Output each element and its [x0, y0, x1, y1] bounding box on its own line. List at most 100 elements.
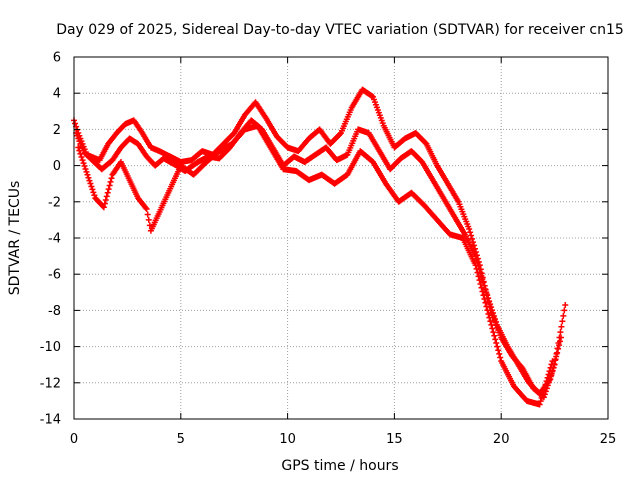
data-point-interp	[468, 232, 475, 239]
data-point	[472, 262, 479, 269]
data-point-interp	[101, 200, 108, 207]
data-point-interp	[473, 265, 480, 272]
data-point	[485, 311, 492, 318]
axes: 0 5 10 15 20 25 -14 -12 -10 -8 -6 -4 -2 0 2 4 6	[40, 51, 617, 448]
data-point-interp	[107, 178, 114, 185]
data-point-interp	[77, 150, 84, 157]
data-point-interp	[492, 318, 499, 325]
grid-lines	[74, 57, 608, 419]
data-point	[100, 204, 107, 211]
data-point-interp	[485, 295, 492, 302]
data-point-interp	[469, 235, 476, 242]
data-point-interp	[554, 349, 561, 356]
data-point-interp	[497, 354, 504, 361]
data-point-interp	[538, 394, 545, 401]
data-point-interp	[104, 189, 111, 196]
data-point-interp	[487, 301, 494, 308]
data-point-interp	[495, 347, 502, 354]
y-tick-label: -2	[48, 195, 61, 210]
y-tick-label: -14	[40, 413, 61, 428]
data-point-interp	[80, 160, 87, 167]
data-point-interp	[483, 303, 490, 310]
data-point-interp	[559, 318, 566, 325]
x-tick-label: 15	[386, 432, 403, 447]
data-point	[466, 225, 473, 232]
x-tick-label: 25	[600, 432, 617, 447]
data-point-interp	[547, 364, 554, 371]
data-point-interp	[555, 345, 562, 352]
data-point-interp	[87, 180, 94, 187]
data-point-interp	[477, 280, 484, 287]
data-point-interp	[108, 175, 115, 182]
data-point-interp	[475, 273, 482, 280]
data-point-interp	[489, 325, 496, 332]
y-tick-label: -4	[48, 232, 61, 247]
data-point-interp	[105, 186, 112, 193]
data-point-interp	[544, 374, 551, 381]
y-tick-label: 4	[53, 87, 61, 102]
data-point-interp	[557, 329, 564, 336]
data-point-interp	[476, 277, 483, 284]
data-point-interp	[146, 222, 153, 229]
data-point-interp	[541, 384, 548, 391]
x-axis-label: GPS time / hours	[281, 458, 398, 474]
data-point-interp	[145, 216, 152, 223]
y-tick-label: 6	[53, 51, 61, 66]
data-point-interp	[546, 368, 553, 375]
data-point-interp	[542, 381, 549, 388]
data-point-interp	[479, 288, 486, 295]
data-point	[75, 144, 82, 151]
y-tick-label: 0	[53, 159, 61, 174]
y-tick-label: -12	[40, 376, 61, 391]
data-point-interp	[545, 371, 552, 378]
data-point-interp	[482, 299, 489, 306]
data-point-interp	[491, 315, 498, 322]
data-point-interp	[480, 292, 487, 299]
data-point-interp	[553, 353, 560, 360]
data-point-interp	[543, 378, 550, 385]
data-point-interp	[103, 193, 110, 200]
data-point-interp	[484, 307, 491, 314]
y-tick-label: -10	[40, 340, 61, 355]
data-point	[143, 206, 150, 213]
x-tick-label: 5	[177, 432, 185, 447]
data-point-interp	[548, 372, 555, 379]
data-point-interp	[561, 307, 568, 314]
data-point-interp	[76, 147, 83, 154]
data-point-interp	[90, 189, 97, 196]
data-point-interp	[474, 269, 481, 276]
data-point-interp	[85, 174, 92, 181]
data-point-interp	[540, 388, 547, 395]
data-points	[71, 86, 569, 408]
data-point-interp	[557, 338, 564, 345]
data-point-interp	[72, 120, 79, 127]
data-point	[483, 289, 490, 296]
data-point	[549, 358, 556, 365]
data-point-interp	[490, 329, 497, 336]
data-point-interp	[491, 332, 498, 339]
data-point-interp	[467, 229, 474, 236]
data-point-interp	[86, 177, 93, 184]
data-point-interp	[142, 204, 149, 211]
y-tick-label: -6	[48, 268, 61, 283]
data-point-interp	[537, 398, 544, 405]
data-point-interp	[558, 323, 565, 330]
data-point-interp	[556, 342, 563, 349]
data-point-interp	[479, 276, 486, 283]
y-tick-label: -8	[48, 304, 61, 319]
data-point-interp	[493, 339, 500, 346]
chart-title: Day 029 of 2025, Sidereal Day-to-day VTE…	[56, 22, 624, 38]
data-point-interp	[487, 318, 494, 325]
data-point-interp	[490, 310, 497, 317]
data-point-interp	[89, 186, 96, 193]
data-point-interp	[486, 298, 493, 305]
data-point-interp	[560, 312, 567, 319]
data-point-interp	[84, 171, 91, 178]
data-point-interp	[82, 165, 89, 172]
data-point-interp	[496, 350, 503, 357]
data-point-interp	[102, 196, 109, 203]
data-point-interp	[78, 154, 85, 161]
data-point-interp	[106, 182, 113, 189]
data-point-interp	[91, 192, 98, 199]
